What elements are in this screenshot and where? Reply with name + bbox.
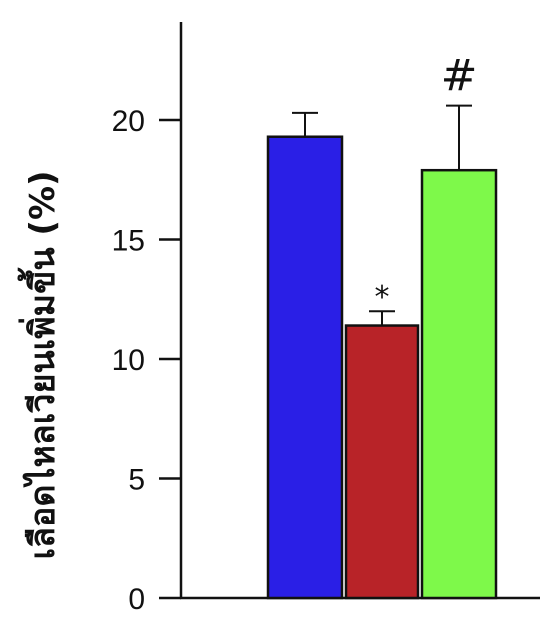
y-axis-ticks: 0 5 10 15 20: [112, 105, 181, 616]
bar-group: [266, 135, 498, 600]
y-axis-title: เลือดไหลเวียนเพิ่มขึ้น (%): [17, 170, 63, 559]
y-tick-label: 0: [128, 583, 145, 616]
error-bar-group: [292, 104, 472, 326]
y-tick-label: 15: [112, 225, 145, 258]
y-tick-label: 10: [112, 344, 145, 377]
bar: [420, 168, 498, 600]
y-tick-label: 20: [112, 105, 145, 138]
bar: [266, 135, 344, 600]
y-tick-label: 5: [128, 464, 145, 497]
annotation-group: *#: [375, 51, 478, 316]
bar: [344, 324, 420, 600]
significance-asterisk: *: [375, 280, 390, 315]
significance-hash: #: [441, 51, 478, 102]
